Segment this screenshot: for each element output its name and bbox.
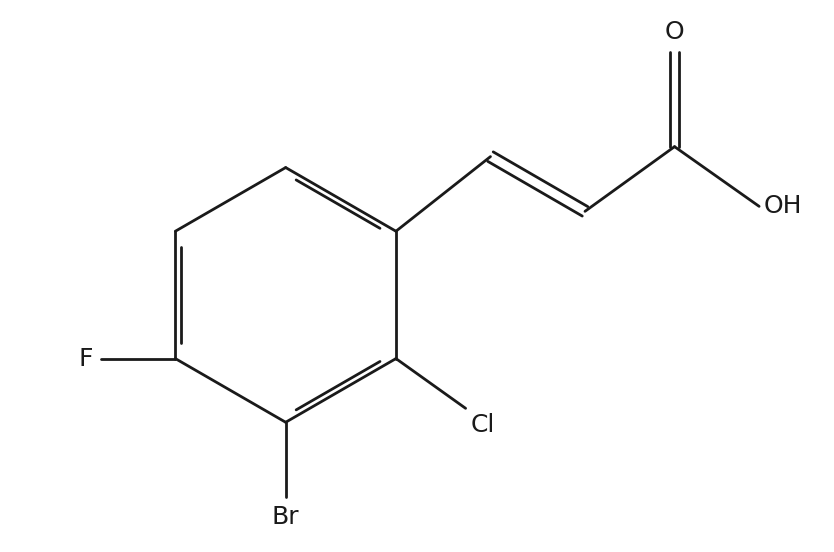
Text: O: O <box>665 20 685 44</box>
Text: Br: Br <box>272 505 299 529</box>
Text: OH: OH <box>764 194 802 219</box>
Text: F: F <box>78 347 93 370</box>
Text: Cl: Cl <box>470 413 495 437</box>
